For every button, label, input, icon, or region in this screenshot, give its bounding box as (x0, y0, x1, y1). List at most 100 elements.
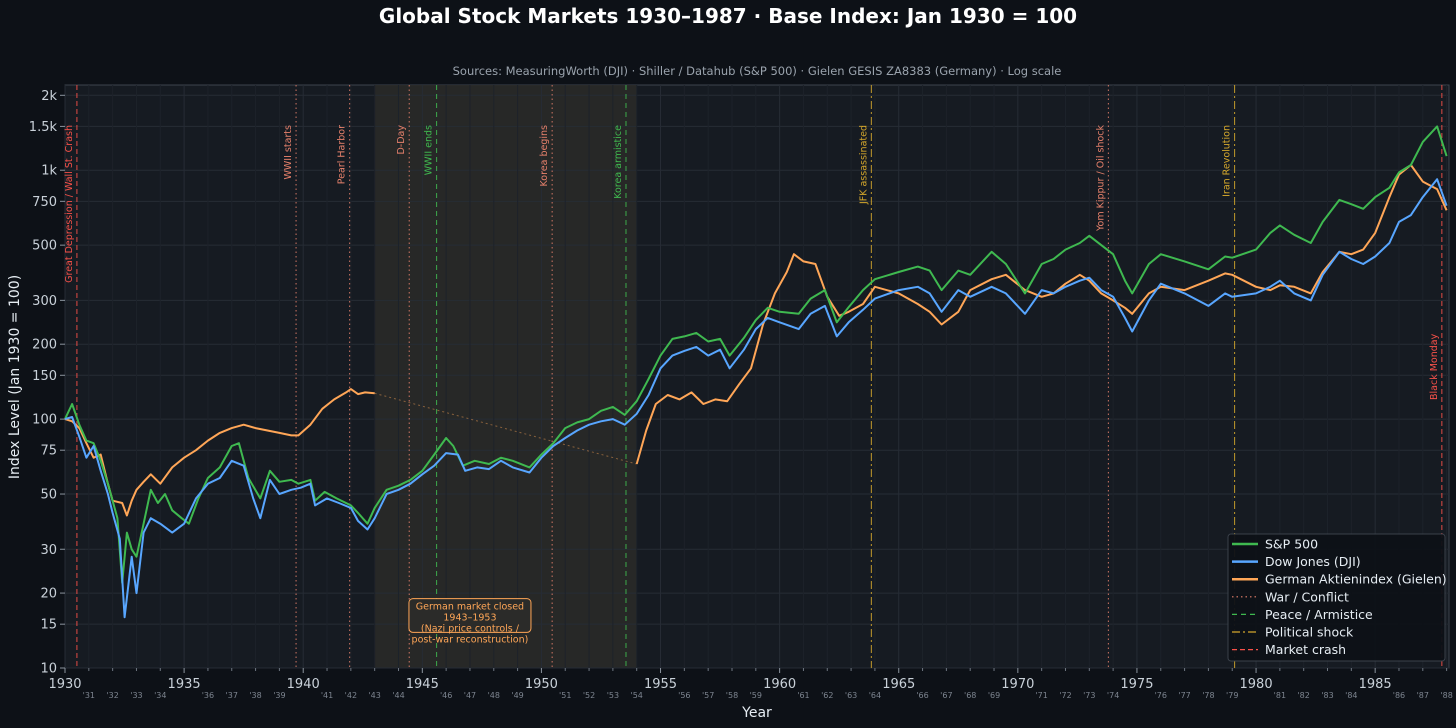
closed-market-band (374, 85, 637, 668)
x-minor-tick-label: '51 (559, 691, 571, 700)
x-minor-tick-label: '39 (273, 691, 285, 700)
x-minor-tick-label: '36 (202, 691, 214, 700)
note-line: post-war reconstruction) (412, 635, 529, 646)
y-tick-label: 2k (41, 89, 57, 104)
y-axis-label: Index Level (Jan 1930 = 100) (7, 275, 23, 479)
legend-label: Political shock (1265, 625, 1354, 640)
x-minor-tick-label: '48 (488, 691, 500, 700)
x-minor-tick-label: '57 (702, 691, 714, 700)
event-label: Yom Kippur / Oil shock (1095, 125, 1106, 233)
x-tick-label: 1965 (882, 677, 915, 692)
x-minor-tick-label: '68 (964, 691, 976, 700)
series-line (64, 125, 1448, 584)
x-minor-tick-label: '87 (1417, 691, 1429, 700)
event-label: Black Monday (1429, 333, 1440, 400)
x-minor-tick-label: '38 (249, 691, 261, 700)
x-minor-tick-label: '73 (1083, 691, 1095, 700)
y-tick-label: 200 (32, 338, 57, 353)
x-minor-tick-label: '76 (1155, 691, 1167, 700)
x-minor-tick-label: '69 (988, 691, 1000, 700)
x-minor-tick-label: '77 (1178, 691, 1190, 700)
shaded-region (374, 85, 637, 668)
y-tick-label: 500 (32, 239, 57, 254)
legend-label: Market crash (1265, 642, 1346, 657)
x-minor-tick-label: '78 (1202, 691, 1214, 700)
event-label: JFK assassinated (858, 125, 869, 205)
note-line: German market closed (416, 602, 524, 613)
event-label: Korea armistice (613, 125, 624, 199)
y-tick-label: 30 (40, 543, 57, 558)
x-minor-tick-label: '83 (1321, 691, 1333, 700)
x-minor-tick-label: '33 (130, 691, 142, 700)
legend-label: War / Conflict (1265, 589, 1349, 604)
legend-label: S&P 500 (1265, 537, 1318, 552)
x-minor-tick-label: '46 (440, 691, 452, 700)
event-label: D-Day (396, 125, 407, 155)
x-minor-tick-label: '34 (154, 691, 166, 700)
x-minor-tick-label: '63 (845, 691, 857, 700)
x-minor-tick-label: '37 (226, 691, 238, 700)
x-minor-tick-label: '62 (821, 691, 833, 700)
x-minor-tick-label: '84 (1345, 691, 1357, 700)
legend-label: Dow Jones (DJI) (1265, 554, 1361, 569)
x-minor-tick-label: '64 (869, 691, 881, 700)
x-minor-tick-label: '74 (1107, 691, 1119, 700)
x-minor-tick-label: '61 (797, 691, 809, 700)
x-minor-tick-label: '58 (726, 691, 738, 700)
x-tick-label: 1975 (1120, 677, 1153, 692)
x-minor-tick-label: '32 (106, 691, 118, 700)
y-tick-label: 750 (32, 195, 57, 210)
x-tick-label: 1935 (168, 677, 201, 692)
x-minor-tick-label: '52 (583, 691, 595, 700)
x-minor-tick-label: '44 (392, 691, 404, 700)
x-minor-tick-label: '56 (678, 691, 690, 700)
y-tick-label: 75 (40, 444, 57, 459)
x-minor-tick-label: '72 (1059, 691, 1071, 700)
german-gap-connector (374, 392, 637, 465)
x-minor-tick-label: '81 (1274, 691, 1286, 700)
axes: 10 15 20 30 50 75 100 150 200 300 500 750 1k 1.5k 2k 19… (29, 89, 1453, 700)
x-minor-tick-label: '66 (916, 691, 928, 700)
y-tick-label: 20 (40, 587, 57, 602)
x-minor-tick-label: '67 (940, 691, 952, 700)
series-line (64, 178, 1448, 619)
x-minor-tick-label: '43 (368, 691, 380, 700)
y-tick-label: 1.5k (29, 120, 58, 135)
x-minor-tick-label: '42 (345, 691, 357, 700)
x-tick-label: 1940 (287, 677, 320, 692)
x-minor-tick-label: '82 (1297, 691, 1309, 700)
x-minor-tick-label: '59 (750, 691, 762, 700)
event-label: WWII ends (424, 125, 435, 175)
note-line: 1943–1953 (443, 613, 496, 624)
x-tick-label: 1970 (1001, 677, 1034, 692)
event-label: Pearl Harbor (337, 125, 348, 184)
x-minor-tick-label: '47 (464, 691, 476, 700)
y-tick-label: 300 (32, 294, 57, 309)
event-label: Great Depression / Wall St. Crash (64, 125, 75, 283)
y-tick-label: 1k (41, 164, 57, 179)
x-tick-label: 1980 (1240, 677, 1273, 692)
y-tick-label: 150 (32, 369, 57, 384)
x-axis-label: Year (741, 705, 772, 721)
x-minor-tick-label: '79 (1226, 691, 1238, 700)
x-tick-label: 1985 (1359, 677, 1392, 692)
x-minor-tick-label: '86 (1393, 691, 1405, 700)
x-minor-tick-label: '49 (511, 691, 523, 700)
event-label: WWII starts (283, 125, 294, 180)
x-minor-tick-label: '41 (321, 691, 333, 700)
note-line: (Nazi price controls / (421, 624, 520, 635)
x-tick-label: 1930 (48, 677, 81, 692)
series-line (635, 164, 1448, 465)
chart-subtitle: Sources: MeasuringWorth (DJI) · Shiller … (453, 64, 1062, 78)
legend-label: Peace / Armistice (1265, 607, 1373, 622)
y-tick-label: 15 (40, 618, 57, 633)
y-tick-label: 50 (40, 488, 57, 503)
x-minor-tick-label: '53 (607, 691, 619, 700)
y-tick-label: 100 (32, 413, 57, 428)
legend: S&P 500 Dow Jones (DJI) German Aktienindex… (1227, 533, 1447, 662)
legend-box (1227, 533, 1446, 662)
x-tick-label: 1960 (763, 677, 796, 692)
x-minor-tick-label: '71 (1035, 691, 1047, 700)
